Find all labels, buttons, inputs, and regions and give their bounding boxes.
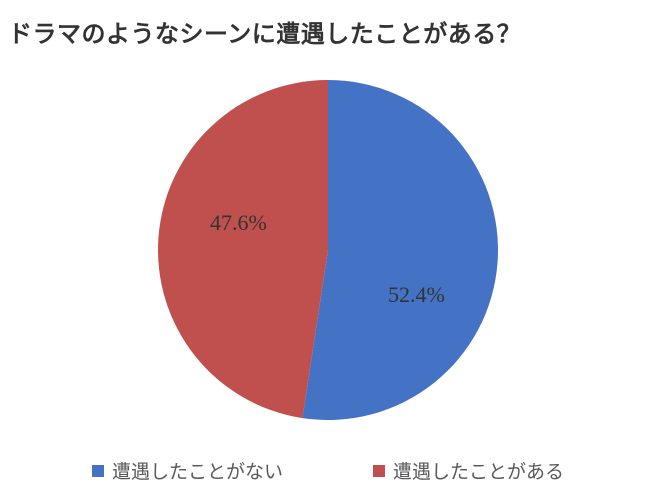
pie-slice-no (302, 80, 498, 420)
legend-item-yes: 遭遇したことがある (373, 457, 564, 484)
chart-title: ドラマのようなシーンに遭遇したことがある？ (0, 14, 656, 49)
legend-swatch-no (92, 465, 104, 477)
legend-label-yes: 遭遇したことがある (393, 457, 564, 484)
slice-label-yes: 47.6% (210, 210, 267, 236)
legend: 遭遇したことがない 遭遇したことがある (0, 457, 656, 484)
pie-slice-yes (158, 80, 328, 418)
pie-svg (158, 80, 498, 420)
legend-item-no: 遭遇したことがない (92, 457, 283, 484)
legend-label-no: 遭遇したことがない (112, 457, 283, 484)
legend-swatch-yes (373, 465, 385, 477)
slice-label-no: 52.4% (388, 282, 445, 308)
pie-chart (158, 80, 498, 420)
